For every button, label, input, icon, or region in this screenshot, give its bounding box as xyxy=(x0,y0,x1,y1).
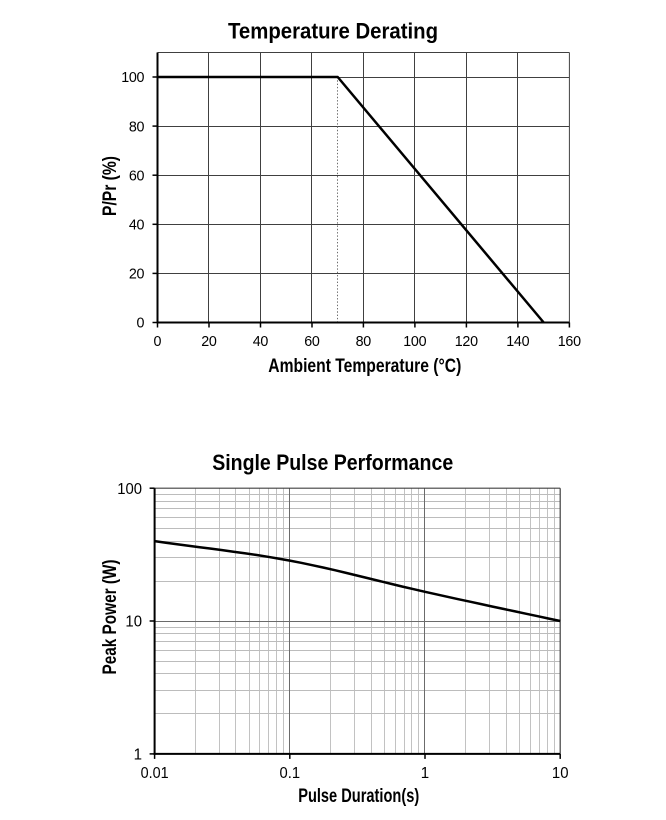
svg-text:0: 0 xyxy=(137,316,145,332)
svg-text:Ambient Temperature (°C): Ambient Temperature (°C) xyxy=(268,355,461,377)
svg-text:120: 120 xyxy=(455,334,478,350)
svg-text:10: 10 xyxy=(552,765,569,782)
svg-text:20: 20 xyxy=(129,267,145,283)
svg-text:Temperature Derating: Temperature Derating xyxy=(228,19,438,44)
svg-text:80: 80 xyxy=(356,334,372,350)
svg-text:Single Pulse Performance: Single Pulse Performance xyxy=(212,450,453,475)
svg-text:0: 0 xyxy=(154,334,162,350)
svg-text:0.1: 0.1 xyxy=(280,765,301,782)
svg-text:160: 160 xyxy=(558,334,581,350)
svg-text:40: 40 xyxy=(129,218,145,234)
svg-text:140: 140 xyxy=(506,334,529,350)
svg-text:Pulse Duration(s): Pulse Duration(s) xyxy=(298,785,419,807)
svg-text:0.01: 0.01 xyxy=(141,765,169,782)
svg-text:100: 100 xyxy=(117,481,142,498)
svg-text:10: 10 xyxy=(125,614,142,631)
svg-text:100: 100 xyxy=(121,70,144,86)
svg-text:60: 60 xyxy=(304,334,320,350)
svg-text:40: 40 xyxy=(253,334,269,350)
svg-text:1: 1 xyxy=(421,765,429,782)
svg-text:20: 20 xyxy=(201,334,217,350)
svg-text:60: 60 xyxy=(129,168,145,184)
svg-text:80: 80 xyxy=(129,119,145,135)
svg-text:P/Pr (%): P/Pr (%) xyxy=(99,156,121,216)
svg-text:Peak Power (W): Peak Power (W) xyxy=(99,560,121,675)
svg-text:1: 1 xyxy=(134,747,142,764)
svg-text:100: 100 xyxy=(403,334,426,350)
